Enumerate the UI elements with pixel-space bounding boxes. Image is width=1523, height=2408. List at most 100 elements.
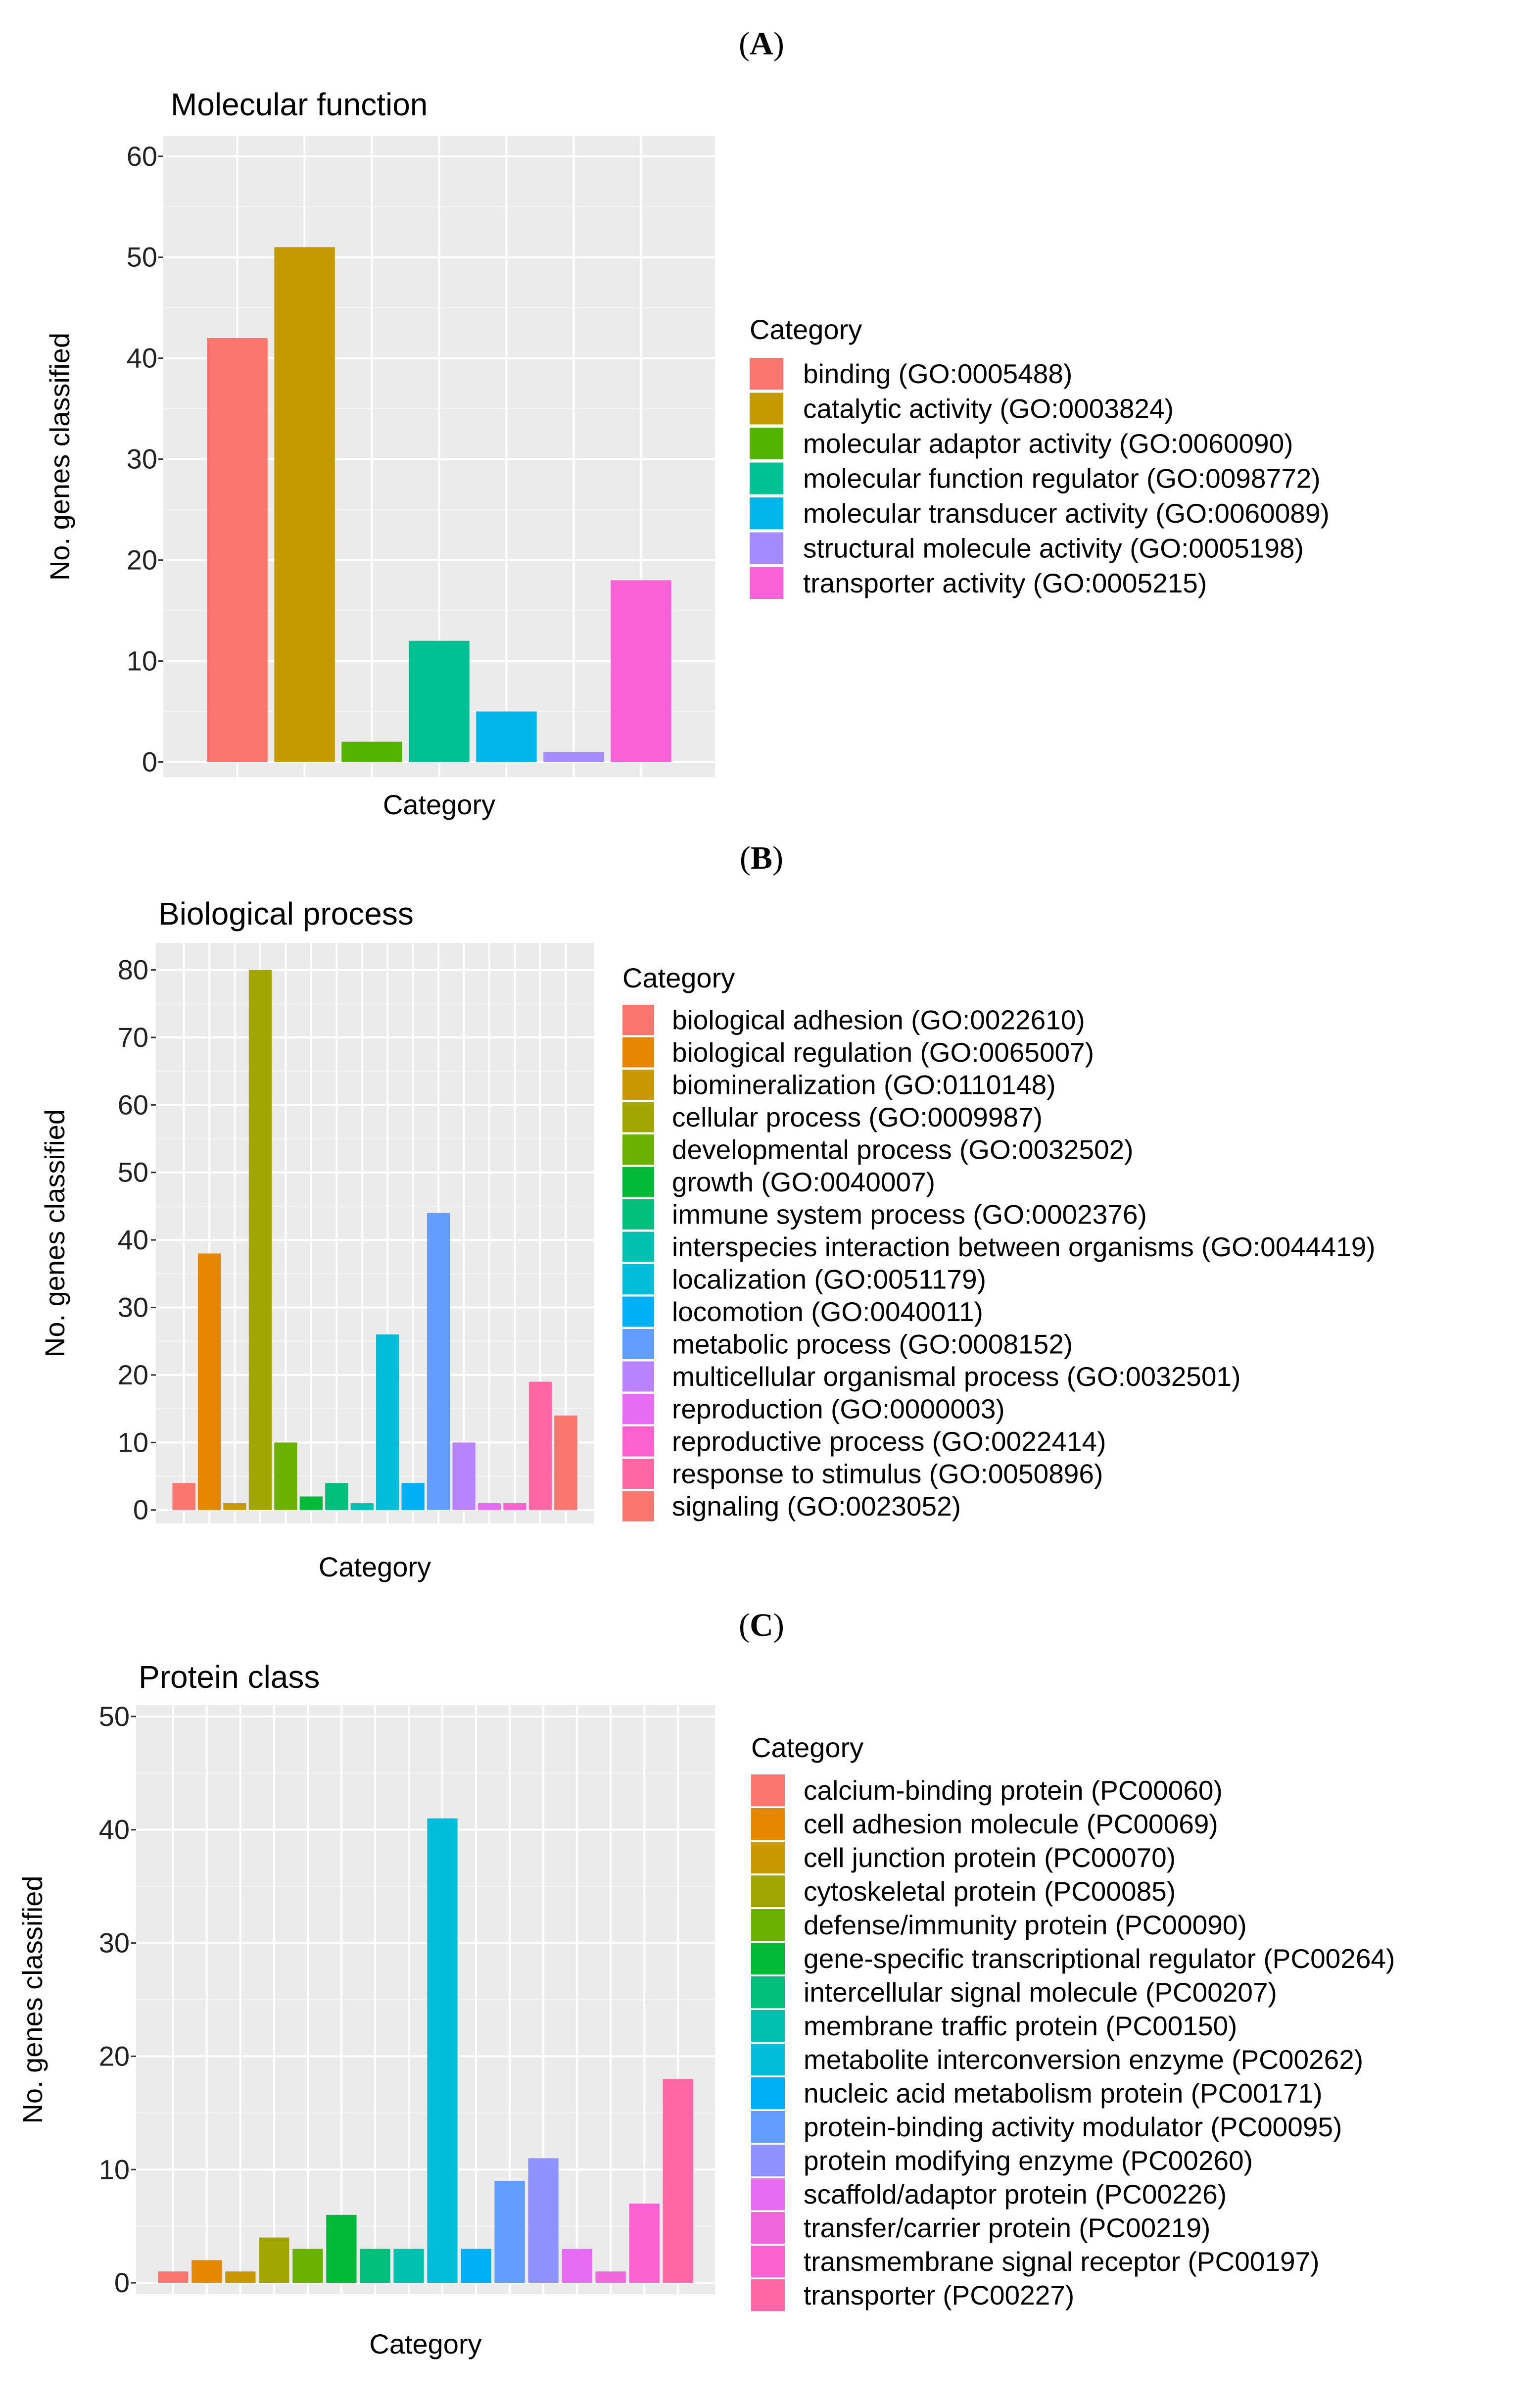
bar-2 (274, 247, 335, 762)
legend-key (751, 1808, 785, 1840)
y-tick-label: 20 (118, 1359, 148, 1390)
bar-10 (461, 2249, 491, 2283)
x-axis-title: Category (383, 789, 495, 820)
bar-13 (562, 2249, 592, 2283)
legend-label: metabolite interconversion enzyme (PC002… (804, 2044, 1363, 2075)
y-tick-label: 30 (127, 443, 157, 475)
legend-key (751, 2178, 785, 2210)
legend-key (750, 428, 783, 459)
y-axis-title: No. genes classified (17, 1875, 48, 2123)
bar-12 (528, 2158, 559, 2283)
panel-letter: (B) (740, 840, 783, 876)
bar-7 (611, 580, 671, 762)
legend-key (622, 1231, 654, 1262)
legend-label: transfer/carrier protein (PC00219) (804, 2212, 1210, 2243)
y-tick-label: 0 (142, 746, 157, 777)
panel-b: (B) Biological process 0 10 20 30 40 50 60 70 80 Ca… (39, 840, 1376, 1582)
legend-key (751, 1875, 785, 1907)
y-tick-label: 10 (127, 645, 157, 676)
legend-label: reproduction (GO:0000003) (672, 1394, 1005, 1425)
legend-key (750, 358, 783, 390)
legend-label: biomineralization (GO:0110148) (672, 1070, 1056, 1100)
bar-2 (197, 1253, 221, 1510)
legend-key (750, 532, 783, 564)
legend-key (622, 1070, 654, 1100)
bar-5 (476, 711, 537, 762)
bar-14 (595, 2271, 626, 2283)
legend-label: cellular process (GO:0009987) (672, 1102, 1043, 1132)
legend-key (750, 497, 783, 529)
legend-key (622, 1394, 654, 1424)
y-tick-label: 40 (127, 343, 157, 374)
y-tick-label: 0 (114, 2267, 130, 2298)
legend-label: nucleic acid metabolism protein (PC00171… (804, 2078, 1323, 2109)
legend-label: scaffold/adaptor protein (PC00226) (804, 2179, 1227, 2210)
bar-9 (427, 1818, 458, 2283)
panel-letter-label: C (750, 1607, 773, 1643)
legend-key (750, 393, 783, 425)
y-tick-label: 10 (99, 2154, 130, 2185)
y-tick-label: 50 (99, 1701, 130, 1732)
legend-label: gene-specific transcriptional regulator … (804, 1943, 1395, 1974)
legend-label: molecular function regulator (GO:0098772… (803, 463, 1321, 494)
legend-label: structural molecule activity (GO:0005198… (803, 533, 1304, 564)
legend-key (751, 2077, 785, 2109)
y-tick-label: 80 (118, 954, 148, 985)
bar-14 (503, 1503, 526, 1510)
bar-3 (223, 1503, 246, 1510)
chart-title: Molecular function (171, 87, 428, 122)
panel-letter-label: A (750, 26, 773, 62)
legend: Category binding (GO:0005488) catalytic ac… (750, 314, 1330, 599)
bar-6 (299, 1496, 323, 1510)
y-tick-label: 0 (133, 1494, 148, 1525)
legend-key (622, 1102, 654, 1132)
panel-letter-label: B (751, 840, 772, 876)
legend-label: transmembrane signal receptor (PC00197) (804, 2246, 1319, 2277)
plot-background (156, 943, 594, 1523)
legend-label: growth (GO:0040007) (672, 1167, 935, 1197)
legend-key (622, 1264, 654, 1294)
legend-label: defense/immunity protein (PC00090) (804, 1910, 1247, 1940)
legend-label: developmental process (GO:0032502) (672, 1134, 1133, 1165)
bar-1 (158, 2271, 189, 2283)
bar-8 (393, 2249, 424, 2283)
legend-key (622, 1329, 654, 1359)
legend-key (751, 2111, 785, 2143)
legend-label: metabolic process (GO:0008152) (672, 1329, 1073, 1360)
bar-5 (292, 2249, 323, 2283)
bar-12 (452, 1442, 476, 1510)
legend-label: interspecies interaction between organis… (672, 1231, 1376, 1262)
y-tick-label: 20 (127, 544, 157, 576)
y-tick-label: 70 (118, 1022, 148, 1053)
legend-key (751, 1976, 785, 2008)
bar-11 (427, 1213, 450, 1510)
legend-key (750, 567, 783, 599)
chart-title: Biological process (158, 896, 414, 932)
legend-label: immune system process (GO:0002376) (672, 1199, 1147, 1230)
y-tick-label: 30 (99, 1927, 130, 1959)
legend-label: calcium-binding protein (PC00060) (804, 1775, 1223, 1806)
legend-key (751, 1943, 785, 1974)
bar-4 (248, 970, 272, 1510)
bar-4 (259, 2237, 289, 2283)
legend-label: intercellular signal molecule (PC00207) (804, 1977, 1277, 2008)
legend-label: molecular adaptor activity (GO:0060090) (803, 428, 1293, 459)
legend-key (622, 1459, 654, 1489)
legend-label: protein modifying enzyme (PC00260) (804, 2145, 1253, 2176)
panel-a: (A) Molecular function 0 10 20 30 40 50 60 Catego… (44, 26, 1330, 820)
legend-key (750, 462, 783, 494)
legend-key (751, 2010, 785, 2042)
bar-16 (554, 1415, 577, 1510)
legend-key (751, 1774, 785, 1806)
legend-label: biological regulation (GO:0065007) (672, 1037, 1094, 1068)
y-tick-label: 40 (99, 1814, 130, 1845)
legend-key (622, 1361, 654, 1392)
bar-13 (477, 1503, 501, 1510)
legend-label: biological adhesion (GO:0022610) (672, 1005, 1085, 1035)
legend-label: membrane traffic protein (PC00150) (804, 2011, 1237, 2041)
bar-2 (191, 2260, 222, 2283)
legend-label: signaling (GO:0023052) (672, 1491, 961, 1522)
legend-key (751, 2246, 785, 2277)
legend-label: response to stimulus (GO:0050896) (672, 1459, 1103, 1489)
bar-6 (543, 752, 604, 762)
